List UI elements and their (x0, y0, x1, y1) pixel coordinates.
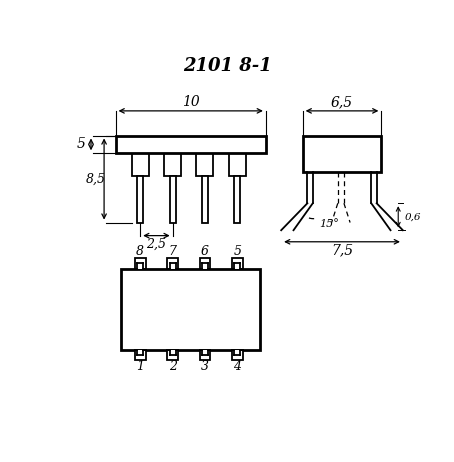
Text: 10: 10 (182, 96, 200, 109)
Bar (197, 153, 213, 176)
Bar (234, 350, 240, 355)
Bar (234, 176, 240, 223)
Text: 15°: 15° (320, 219, 340, 229)
Text: 5: 5 (77, 137, 85, 152)
Bar (200, 258, 210, 269)
Bar (202, 176, 208, 223)
Bar (137, 350, 143, 355)
Text: 0,6: 0,6 (405, 212, 421, 221)
Bar (202, 350, 208, 355)
Text: 2101 8-1: 2101 8-1 (183, 57, 271, 75)
Bar (169, 263, 176, 269)
Bar (135, 258, 146, 269)
Text: 6: 6 (201, 245, 209, 258)
Bar (137, 176, 143, 223)
Bar (132, 153, 149, 176)
Text: 1: 1 (136, 360, 144, 373)
Text: 6,5: 6,5 (331, 96, 353, 109)
Bar (303, 135, 381, 172)
Bar (202, 263, 208, 269)
Bar (169, 176, 176, 223)
Bar (167, 350, 178, 360)
Text: 2,5: 2,5 (147, 237, 167, 250)
Text: 7: 7 (168, 245, 177, 258)
Bar (167, 258, 178, 269)
Bar (135, 350, 146, 360)
Text: 5: 5 (233, 245, 241, 258)
Bar (232, 258, 243, 269)
Bar (229, 153, 246, 176)
Text: 4: 4 (233, 360, 241, 373)
Text: 8,5: 8,5 (86, 172, 106, 186)
Bar (234, 263, 240, 269)
Text: 2: 2 (168, 360, 177, 373)
Text: 3: 3 (201, 360, 209, 373)
Bar (116, 135, 266, 153)
Bar (121, 269, 260, 350)
Bar (164, 153, 181, 176)
Bar (200, 350, 210, 360)
Bar (169, 350, 176, 355)
Bar (232, 350, 243, 360)
Text: 8: 8 (136, 245, 144, 258)
Bar (137, 263, 143, 269)
Text: 7,5: 7,5 (331, 243, 353, 257)
